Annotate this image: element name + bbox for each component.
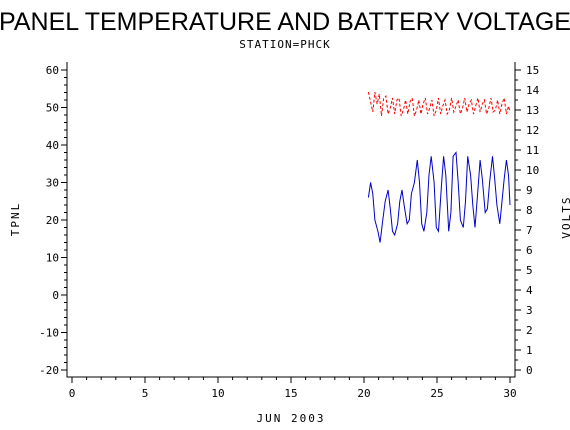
y2-tick-label: 13 xyxy=(526,104,539,117)
y2-tick-label: 10 xyxy=(526,164,539,177)
y2-tick-label: 4 xyxy=(526,284,533,297)
y-tick-label: 60 xyxy=(46,64,59,77)
series-layer xyxy=(367,91,511,243)
y-tick-label: 20 xyxy=(46,214,59,227)
x-tick-label: 10 xyxy=(211,387,224,400)
chart-title: PANEL TEMPERATURE AND BATTERY VOLTAGE xyxy=(0,8,570,36)
battery-voltage-line xyxy=(367,91,511,117)
y2-tick-label: 1 xyxy=(526,344,533,357)
x-tick-label: 20 xyxy=(357,387,370,400)
y2-tick-label: 9 xyxy=(526,184,533,197)
y-axis-label-right: VOLTS xyxy=(560,195,570,238)
x-tick-label: 0 xyxy=(69,387,76,400)
y2-tick-label: 14 xyxy=(526,84,540,97)
y2-tick-label: 7 xyxy=(526,224,533,237)
y-tick-label: 10 xyxy=(46,252,59,265)
y-tick-label: 0 xyxy=(52,289,59,302)
x-tick-label: 15 xyxy=(284,387,297,400)
y2-tick-label: 8 xyxy=(526,204,533,217)
x-tick-label: 25 xyxy=(430,387,443,400)
panel-temperature-line xyxy=(367,151,511,243)
y2-tick-label: 3 xyxy=(526,304,533,317)
y2-tick-label: 0 xyxy=(526,364,533,377)
x-tick-label: 30 xyxy=(503,387,516,400)
y-tick-label: -10 xyxy=(39,327,59,340)
y2-tick-label: 6 xyxy=(526,244,533,257)
y-tick-label: 30 xyxy=(46,177,59,190)
x-axis-label: JUN 2003 xyxy=(257,412,326,425)
y2-tick-label: 11 xyxy=(526,144,539,157)
x-tick-label: 5 xyxy=(142,387,149,400)
y-tick-label: 50 xyxy=(46,102,59,115)
y2-tick-label: 12 xyxy=(526,124,539,137)
chart-subtitle: STATION=PHCK xyxy=(239,38,330,51)
y-axis-label-left: TPNL xyxy=(9,202,22,237)
y2-tick-label: 15 xyxy=(526,64,539,77)
y2-tick-label: 2 xyxy=(526,324,533,337)
y-tick-label: 40 xyxy=(46,139,59,152)
y2-tick-label: 5 xyxy=(526,264,533,277)
axes: 0 5 10 15 20 25 30-20-100102030405060012345678… xyxy=(39,62,540,400)
y-tick-label: -20 xyxy=(39,364,59,377)
